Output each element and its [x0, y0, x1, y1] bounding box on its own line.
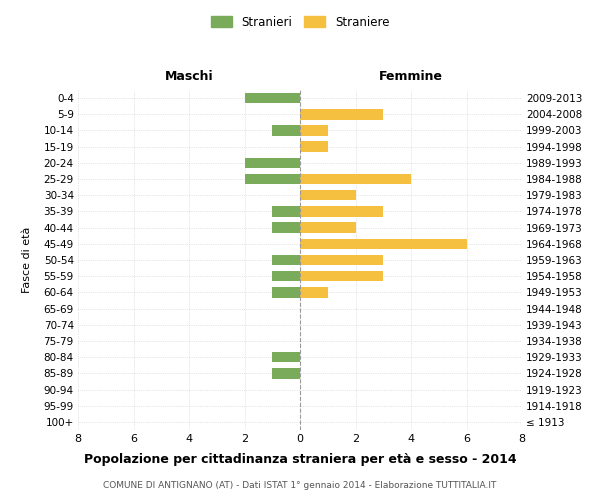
Text: Popolazione per cittadinanza straniera per età e sesso - 2014: Popolazione per cittadinanza straniera p…: [83, 452, 517, 466]
Bar: [245, 158, 300, 168]
Bar: [245, 93, 300, 104]
Legend: Stranieri, Straniere: Stranieri, Straniere: [206, 11, 394, 34]
Bar: [300, 254, 383, 266]
Bar: [300, 287, 328, 298]
Bar: [300, 109, 383, 120]
Bar: [300, 222, 356, 233]
Y-axis label: Fasce di età: Fasce di età: [22, 227, 32, 293]
Bar: [272, 271, 300, 281]
Text: COMUNE DI ANTIGNANO (AT) - Dati ISTAT 1° gennaio 2014 - Elaborazione TUTTITALIA.: COMUNE DI ANTIGNANO (AT) - Dati ISTAT 1°…: [103, 481, 497, 490]
Bar: [272, 206, 300, 216]
Bar: [300, 206, 383, 216]
Bar: [300, 238, 467, 249]
Bar: [272, 254, 300, 266]
Bar: [272, 352, 300, 362]
Bar: [272, 125, 300, 136]
Bar: [272, 222, 300, 233]
Bar: [300, 271, 383, 281]
Bar: [300, 190, 356, 200]
Text: Maschi: Maschi: [164, 70, 214, 82]
Text: Femmine: Femmine: [379, 70, 443, 82]
Bar: [300, 142, 328, 152]
Bar: [272, 368, 300, 378]
Bar: [245, 174, 300, 184]
Bar: [300, 125, 328, 136]
Bar: [300, 174, 411, 184]
Bar: [272, 287, 300, 298]
